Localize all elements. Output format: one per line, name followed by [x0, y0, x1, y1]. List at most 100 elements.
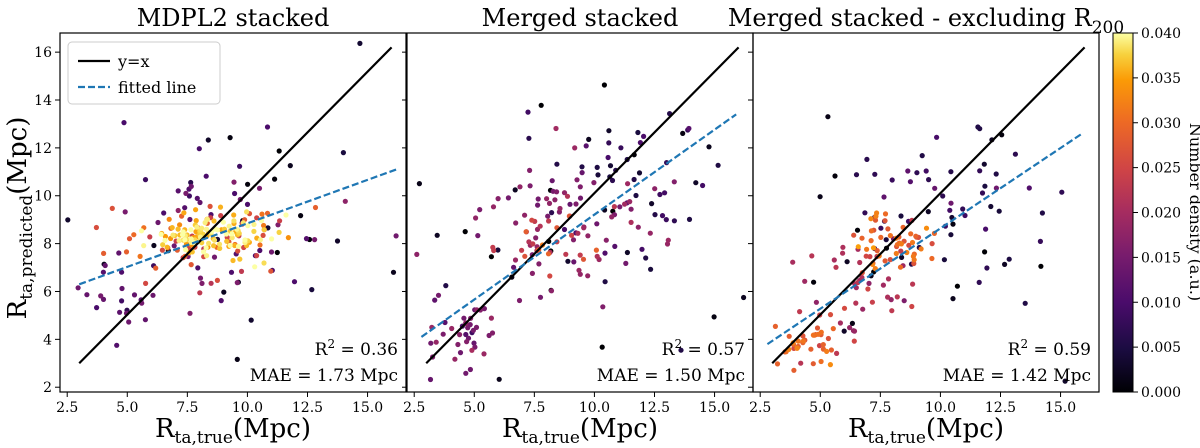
- data-point: [940, 193, 946, 199]
- data-point: [527, 183, 533, 189]
- data-point: [428, 340, 434, 346]
- data-point: [538, 102, 544, 108]
- x-tick-label: 15.0: [1045, 400, 1076, 416]
- data-point: [283, 212, 289, 218]
- data-point: [580, 256, 587, 262]
- data-point: [923, 225, 930, 231]
- data-point: [276, 148, 282, 154]
- data-point: [811, 279, 817, 285]
- data-point: [791, 367, 797, 373]
- data-point: [231, 212, 237, 218]
- x-tick-label: 2.5: [56, 400, 78, 416]
- data-point: [491, 247, 497, 254]
- data-point: [342, 198, 348, 204]
- data-point: [828, 347, 835, 353]
- data-point: [548, 288, 555, 294]
- data-point: [800, 338, 807, 344]
- data-point: [918, 246, 924, 252]
- data-point: [230, 257, 236, 264]
- data-point: [155, 219, 161, 226]
- data-point: [223, 231, 229, 237]
- data-point: [574, 177, 580, 183]
- fitted-line: [78, 168, 397, 286]
- y-tick-label: 8: [43, 237, 52, 253]
- data-point: [291, 279, 298, 285]
- data-point: [65, 217, 71, 223]
- data-point: [831, 257, 837, 263]
- data-point: [162, 233, 168, 240]
- data-point: [607, 163, 614, 169]
- data-point: [797, 309, 803, 315]
- data-point: [557, 205, 563, 212]
- data-point: [934, 134, 940, 140]
- data-point: [635, 129, 641, 136]
- data-point: [663, 217, 669, 223]
- data-point: [609, 177, 616, 184]
- data-point: [199, 225, 205, 231]
- data-point: [572, 145, 578, 151]
- data-point: [594, 221, 600, 227]
- data-point: [988, 203, 994, 210]
- data-point: [175, 188, 181, 194]
- data-point: [525, 109, 531, 115]
- data-point: [169, 225, 175, 231]
- data-point: [910, 253, 917, 259]
- legend-identity-label: y=x: [117, 52, 149, 71]
- data-point: [950, 296, 956, 302]
- data-point: [131, 292, 138, 298]
- data-point: [252, 264, 258, 270]
- data-point: [181, 210, 187, 216]
- data-point: [547, 273, 553, 279]
- data-point: [929, 255, 935, 262]
- data-point: [909, 303, 915, 310]
- x-tick-label: 12.5: [292, 400, 323, 416]
- data-point: [274, 249, 280, 256]
- data-point: [217, 204, 224, 210]
- plot-frame: [406, 32, 754, 393]
- data-point: [442, 319, 448, 326]
- data-point: [227, 242, 233, 248]
- data-point: [893, 250, 899, 257]
- y-tick-label: 10: [34, 189, 52, 205]
- data-point: [979, 190, 986, 196]
- data-point: [561, 190, 568, 196]
- data-point: [583, 143, 589, 149]
- data-point: [649, 201, 655, 207]
- data-point: [853, 172, 860, 178]
- data-point: [211, 254, 218, 260]
- data-point: [183, 247, 189, 253]
- data-point: [678, 347, 684, 353]
- x-tick-label: 12.5: [985, 400, 1016, 416]
- fitted-line: [766, 132, 1083, 346]
- data-point: [201, 249, 207, 255]
- data-point: [975, 124, 981, 130]
- data-point: [197, 275, 204, 281]
- data-point: [600, 304, 606, 310]
- data-point: [883, 237, 889, 243]
- data-point: [100, 269, 106, 275]
- data-point: [549, 210, 555, 216]
- data-point: [573, 201, 579, 207]
- data-point: [244, 201, 251, 207]
- data-point: [84, 292, 90, 298]
- data-point: [197, 290, 203, 296]
- data-point: [218, 298, 224, 304]
- data-point: [862, 210, 868, 216]
- data-point: [898, 213, 904, 219]
- data-point: [798, 360, 804, 366]
- data-point: [741, 294, 747, 301]
- data-point: [535, 196, 541, 202]
- data-point: [469, 347, 475, 353]
- data-point: [563, 251, 569, 257]
- x-axis-label: Rta,true(Mpc): [502, 414, 658, 448]
- data-point: [868, 238, 874, 244]
- data-point: [825, 335, 832, 342]
- data-point: [512, 257, 519, 263]
- data-point: [885, 294, 891, 300]
- data-point: [312, 204, 319, 211]
- data-point: [227, 135, 233, 141]
- data-point: [463, 370, 469, 376]
- data-point: [948, 232, 954, 238]
- data-point: [488, 315, 494, 321]
- colorbar-tick-label: 0.040: [1141, 26, 1181, 42]
